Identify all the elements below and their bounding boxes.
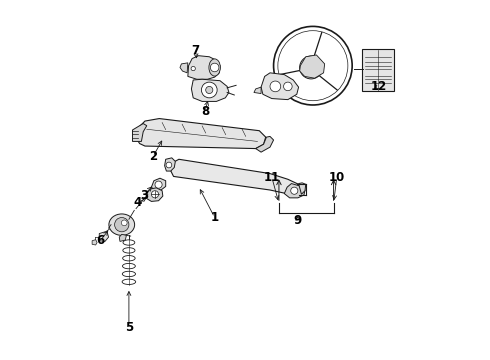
Text: 10: 10 — [329, 171, 345, 184]
Polygon shape — [132, 123, 147, 141]
Circle shape — [115, 217, 129, 232]
Circle shape — [206, 86, 213, 94]
Polygon shape — [284, 184, 305, 198]
Text: 1: 1 — [211, 211, 219, 224]
Polygon shape — [188, 56, 220, 79]
Polygon shape — [151, 178, 166, 191]
Polygon shape — [256, 136, 273, 152]
Polygon shape — [147, 188, 163, 202]
Polygon shape — [192, 79, 229, 102]
Circle shape — [166, 162, 172, 168]
Polygon shape — [136, 118, 266, 149]
Polygon shape — [165, 158, 175, 171]
Circle shape — [273, 26, 352, 105]
Polygon shape — [180, 63, 188, 73]
Text: 9: 9 — [294, 214, 302, 227]
Ellipse shape — [122, 264, 135, 269]
Text: 6: 6 — [96, 234, 104, 247]
Circle shape — [191, 66, 196, 71]
Circle shape — [284, 82, 292, 91]
FancyBboxPatch shape — [362, 49, 394, 91]
Ellipse shape — [109, 214, 135, 235]
Polygon shape — [99, 232, 109, 242]
Circle shape — [270, 81, 281, 92]
Circle shape — [278, 31, 348, 101]
Ellipse shape — [209, 59, 221, 76]
Polygon shape — [300, 55, 325, 78]
Circle shape — [300, 56, 322, 79]
Ellipse shape — [122, 256, 135, 261]
Circle shape — [151, 191, 159, 198]
Text: 5: 5 — [125, 321, 133, 334]
Circle shape — [155, 181, 162, 188]
Ellipse shape — [123, 248, 135, 253]
Text: 11: 11 — [264, 171, 280, 184]
Polygon shape — [119, 234, 126, 242]
Ellipse shape — [123, 240, 135, 245]
Text: 12: 12 — [371, 80, 387, 93]
Text: 7: 7 — [192, 44, 200, 57]
Polygon shape — [298, 183, 306, 194]
Polygon shape — [261, 73, 298, 100]
Ellipse shape — [122, 279, 136, 284]
Circle shape — [210, 63, 219, 72]
Polygon shape — [170, 159, 298, 194]
Text: 2: 2 — [149, 150, 157, 163]
Ellipse shape — [122, 271, 136, 276]
Circle shape — [291, 187, 298, 194]
Circle shape — [201, 82, 217, 98]
Text: 4: 4 — [134, 196, 142, 210]
Circle shape — [122, 220, 127, 226]
Polygon shape — [254, 87, 261, 94]
Text: 8: 8 — [201, 105, 209, 118]
Polygon shape — [92, 240, 97, 245]
Text: 3: 3 — [140, 189, 148, 202]
